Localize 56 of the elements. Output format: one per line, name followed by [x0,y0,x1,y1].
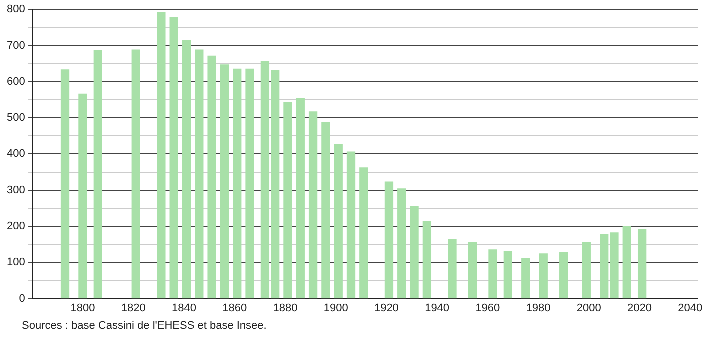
y-tick-label: 700 [6,40,26,52]
x-tick-label: 1900 [324,302,348,314]
bar [157,12,166,299]
x-tick-label: 1880 [273,302,298,314]
bar [170,17,178,299]
bar [60,70,70,299]
bar [488,250,498,299]
x-tick-label: 2020 [628,302,652,314]
x-tick-label: 1940 [425,302,450,314]
y-tick-label: 500 [6,112,26,124]
y-tick-label: 300 [6,184,26,196]
x-tick-label: 1960 [476,302,500,314]
bar [539,254,548,299]
bar [308,112,318,299]
bar [246,68,254,299]
bar [360,168,368,299]
bar [422,221,432,299]
source-note: Sources : base Cassini de l'EHESS et base Insee. [22,320,267,332]
x-tick-label: 1860 [222,302,248,314]
y-tick-label: 800 [6,4,26,16]
x-tick-label: 1920 [374,302,399,314]
x-tick-label: 1800 [70,302,96,314]
bar [522,258,530,299]
bar [322,122,330,299]
y-tick-label: 400 [6,148,26,160]
bar [346,152,356,299]
bar [78,94,88,299]
bar [504,251,513,299]
bar [622,226,632,299]
x-tick-label: 2000 [576,302,602,314]
bar [384,182,394,299]
bar [182,40,192,299]
y-tick-label: 0 [19,292,26,305]
bar [208,56,216,299]
bar [233,68,242,299]
y-tick-label: 200 [6,220,26,233]
bar [284,102,292,299]
bar [296,98,305,299]
x-tick-label: 1820 [121,302,146,314]
x-tick-label: 1980 [526,302,551,314]
y-tick-label: 100 [6,256,26,269]
x-tick-label: 2040 [678,302,703,314]
bar [448,239,457,299]
bar [195,50,204,299]
bar [334,144,343,299]
bar [468,242,478,299]
bar [220,64,230,299]
bar [560,252,568,299]
bar [132,50,140,299]
bar [398,188,406,299]
x-tick-label: 1840 [172,302,196,314]
bar [410,206,419,299]
y-tick-label: 600 [6,76,26,88]
bar [582,242,591,299]
bar [638,229,647,299]
bar [94,50,102,299]
